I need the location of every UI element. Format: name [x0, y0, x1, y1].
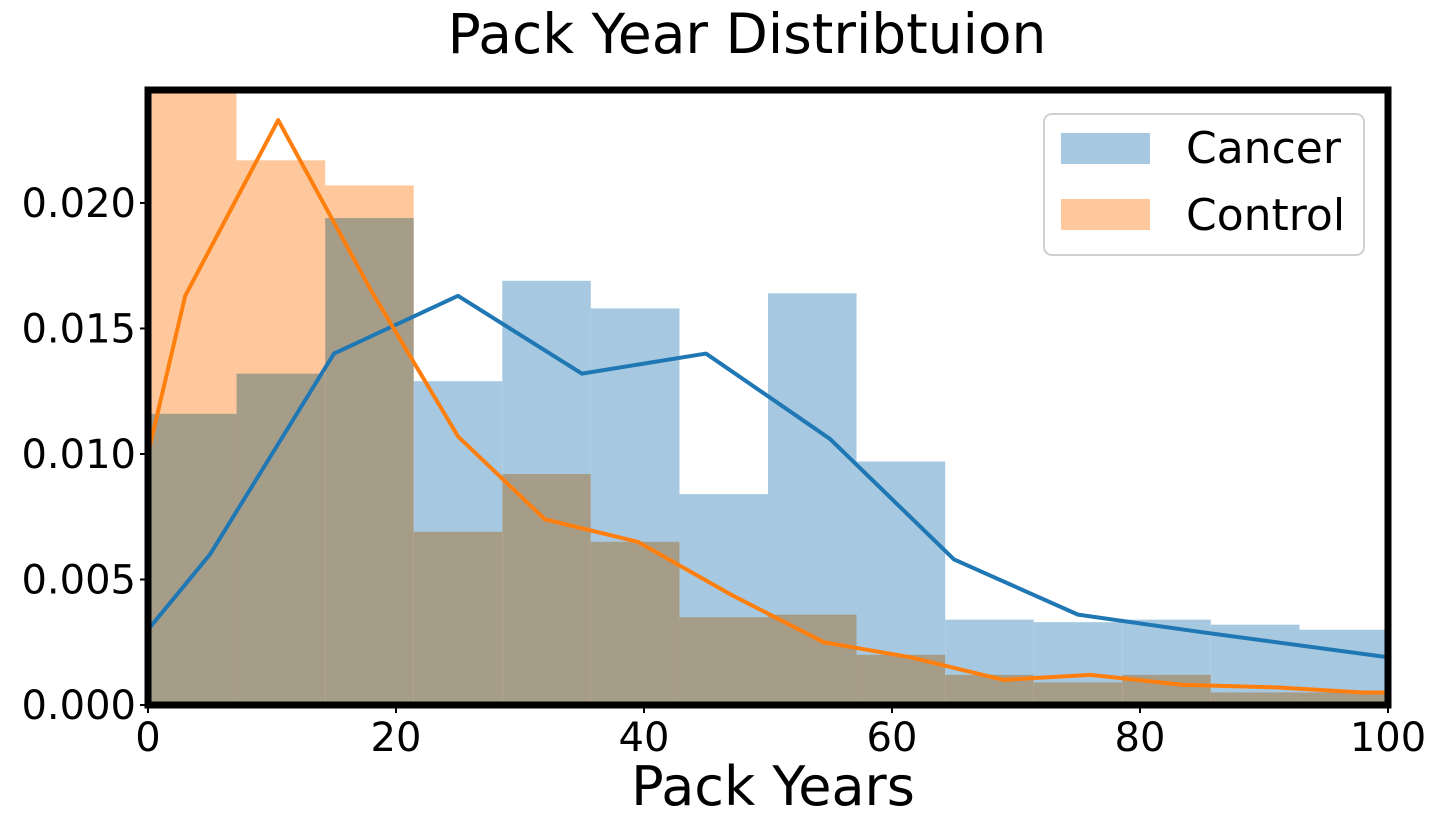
kde-lines-layer	[148, 118, 1388, 695]
x-tick-label: 80	[1115, 715, 1166, 761]
x-tick-label: 20	[371, 715, 422, 761]
x-tick-label: 60	[867, 715, 918, 761]
x-axis-label: Pack Years	[631, 755, 915, 818]
x-tick-label: 40	[619, 715, 670, 761]
legend-swatch-control	[1061, 199, 1150, 230]
bar-control-7	[768, 614, 857, 705]
legend: Cancer Control	[1043, 113, 1365, 256]
bar-control-6	[679, 617, 768, 705]
bar-control-10	[1033, 682, 1123, 705]
y-tick-label: 0.015	[21, 306, 136, 352]
x-tick-label: 0	[135, 715, 160, 761]
x-tick-label: 100	[1350, 715, 1426, 761]
chart-title: Pack Year Distribtuion	[447, 2, 1047, 66]
legend-label-control: Control	[1186, 190, 1345, 241]
legend-label-cancer: Cancer	[1186, 123, 1342, 174]
y-axis-ticks: 0.000 0.005 0.010 0.015 0.020	[21, 181, 148, 729]
kde-line-cancer	[148, 293, 1388, 660]
y-tick-label: 0.000	[21, 683, 136, 729]
x-axis-ticks: 0 20 40 60 80 100	[135, 705, 1426, 761]
y-tick-label: 0.010	[21, 432, 136, 478]
bar-control-2	[325, 185, 414, 705]
bar-control-1	[236, 160, 326, 705]
bar-control-4	[502, 474, 591, 705]
y-tick-label: 0.020	[21, 181, 136, 227]
y-tick-label: 0.005	[21, 557, 136, 603]
plot-frame	[144, 86, 1392, 709]
bar-control-3	[413, 531, 503, 705]
legend-swatch-cancer	[1061, 133, 1150, 164]
bar-control-5	[590, 541, 680, 705]
kde-line-control	[148, 118, 1388, 695]
